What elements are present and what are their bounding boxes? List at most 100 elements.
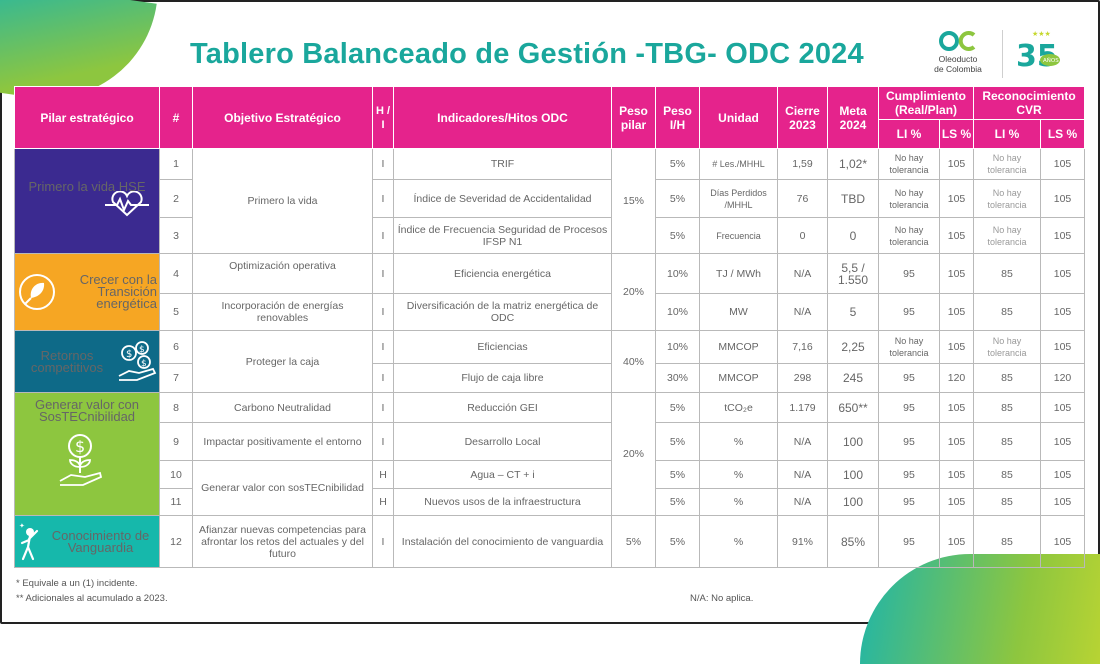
cell-peso-pilar: 15% — [611, 148, 656, 254]
cell-peso-ih: 5% — [655, 515, 700, 568]
pillar-label: Retornos competitivos — [30, 347, 104, 375]
pillar-sostecnibilidad: Generar valor con SosTECnibilidad $ — [14, 392, 160, 516]
table-row: 11 H Nuevos usos de la infraestructura 5… — [15, 488, 1086, 516]
person-success-icon: ✦ — [19, 522, 39, 560]
cell-ls-cumplimiento: 105 — [938, 488, 975, 516]
cell-meta: 650** — [827, 392, 879, 423]
cell-num: 1 — [159, 148, 193, 180]
cell-ls-cumplimiento: 105 — [938, 392, 975, 423]
cell-objetivo: Proteger la caja — [192, 330, 373, 393]
cell-meta: 5 — [827, 293, 879, 331]
cell-li-reconocimiento: No hay tolerancia — [973, 179, 1042, 218]
table-row: Generar valor con SosTECnibilidad $ 8 Ca… — [14, 392, 1086, 516]
leaf-plug-icon — [19, 274, 55, 310]
money-hand-icon: $ $ $ — [118, 340, 157, 381]
cell-hi: H — [372, 488, 394, 516]
cell-ls-reconocimiento: 105 — [1040, 217, 1086, 254]
table-row: 7 I Flujo de caja libre 30% MMCOP 298 24… — [15, 363, 1086, 393]
cell-cierre: 298 — [777, 363, 828, 393]
cell-ls-reconocimiento: 105 — [1040, 330, 1086, 364]
cell-li-cumplimiento: 95 — [878, 363, 940, 393]
header-ls-reconocimiento: LS % — [1040, 119, 1086, 149]
cell-meta: 245 — [827, 363, 879, 393]
cell-num: 4 — [159, 253, 193, 294]
cell-ls-reconocimiento: 105 — [1040, 392, 1086, 423]
cell-unidad: TJ / MWh — [699, 253, 778, 294]
cell-unidad: MW — [699, 293, 778, 331]
cell-li-cumplimiento: 95 — [878, 460, 940, 489]
cell-peso-ih: 5% — [655, 217, 700, 254]
svg-text:$: $ — [139, 345, 145, 355]
cell-meta: TBD — [827, 179, 879, 218]
cell-indicador: Índice de Severidad de Accidentalidad — [393, 179, 612, 218]
cell-li-reconocimiento: No hay tolerancia — [973, 148, 1042, 180]
table-row: Primero la vida HSE 1 Primero la vida I … — [14, 148, 1086, 254]
header-li-cumplimiento: LI % — [878, 119, 940, 149]
cell-hi: I — [372, 148, 394, 180]
cell-peso-pilar: 20% — [611, 392, 656, 516]
cell-cierre: N/A — [777, 422, 828, 461]
cell-num: 10 — [159, 460, 193, 489]
svg-text:AÑOS: AÑOS — [1043, 57, 1059, 64]
cell-meta: 5,5 / 1.550 — [827, 253, 879, 294]
cell-ls-reconocimiento: 105 — [1040, 179, 1086, 218]
cell-meta: 100 — [827, 488, 879, 516]
cell-li-cumplimiento: 95 — [878, 488, 940, 516]
cell-cierre: N/A — [777, 253, 828, 294]
cell-li-cumplimiento: No hay tolerancia — [878, 179, 940, 218]
cell-unidad: Días Perdidos /MHHL — [699, 179, 778, 218]
table-row: 3 I Índice de Frecuencia Seguridad de Pr… — [15, 217, 1086, 254]
cell-cierre: N/A — [777, 488, 828, 516]
cell-unidad: # Les./MHHL — [699, 148, 778, 180]
cell-num: 5 — [159, 293, 193, 331]
cell-unidad: Frecuencia — [699, 217, 778, 254]
table-row: 2 I Índice de Severidad de Accidentalida… — [15, 179, 1086, 218]
cell-hi: I — [372, 330, 394, 364]
cell-peso-pilar: 20% — [611, 253, 656, 331]
header-cierre: Cierre 2023 — [777, 86, 828, 149]
cell-cierre: N/A — [777, 460, 828, 489]
cell-li-reconocimiento: 85 — [973, 515, 1042, 568]
pillar-conocimiento-vanguardia: ✦ Conocimiento de Vanguardia — [14, 515, 160, 568]
svg-text:$: $ — [126, 349, 132, 360]
cell-indicador: Flujo de caja libre — [393, 363, 612, 393]
cell-ls-cumplimiento: 105 — [938, 515, 975, 568]
cell-indicador: Instalación del conocimiento de vanguard… — [393, 515, 612, 568]
anniversary-badge: ★★★ 35 AÑOS — [1010, 28, 1070, 78]
cell-unidad: % — [699, 460, 778, 489]
header-meta: Meta 2024 — [827, 86, 879, 149]
cell-ls-cumplimiento: 105 — [938, 253, 975, 294]
cell-peso-pilar: 40% — [611, 330, 656, 393]
cell-cierre: 0 — [777, 217, 828, 254]
cell-hi: I — [372, 293, 394, 331]
slide-frame — [0, 0, 1100, 624]
table-row: Crecer con la Transición energética 4 Op… — [14, 253, 1086, 331]
company-logo: Oleoducto de Colombia — [918, 30, 998, 74]
cell-ls-cumplimiento: 120 — [938, 363, 975, 393]
cell-objetivo: Impactar positivamente el entorno — [192, 422, 373, 461]
cell-ls-reconocimiento: 105 — [1040, 515, 1086, 568]
header-unidad: Unidad — [699, 86, 778, 149]
cell-hi: I — [372, 179, 394, 218]
cell-indicador: Diversificación de la matriz energética … — [393, 293, 612, 331]
cell-ls-reconocimiento: 105 — [1040, 253, 1086, 294]
page-title: Tablero Balanceado de Gestión -TBG- ODC … — [190, 38, 864, 70]
cell-li-cumplimiento: 95 — [878, 515, 940, 568]
logo-divider — [1002, 30, 1003, 78]
cell-peso-ih: 5% — [655, 460, 700, 489]
cell-meta: 85% — [827, 515, 879, 568]
cell-hi: I — [372, 217, 394, 254]
pillar-transicion-energetica: Crecer con la Transición energética — [14, 253, 160, 331]
cell-ls-cumplimiento: 105 — [938, 460, 975, 489]
balanced-scorecard-table: Pilar estratégico # Objetivo Estratégico… — [14, 86, 1086, 568]
cell-num: 2 — [159, 179, 193, 218]
table-row: Retornos competitivos $ $ $ 6 Proteger l… — [14, 330, 1086, 393]
table-row: 5 Incorporación de energías renovables I… — [15, 293, 1086, 331]
cell-peso-ih: 10% — [655, 293, 700, 331]
cell-indicador: TRIF — [393, 148, 612, 180]
cell-unidad: % — [699, 422, 778, 461]
cell-li-reconocimiento: 85 — [973, 392, 1042, 423]
cell-indicador: Agua – CT + i — [393, 460, 612, 489]
cell-indicador: Nuevos usos de la infraestructura — [393, 488, 612, 516]
cell-indicador: Reducción GEI — [393, 392, 612, 423]
